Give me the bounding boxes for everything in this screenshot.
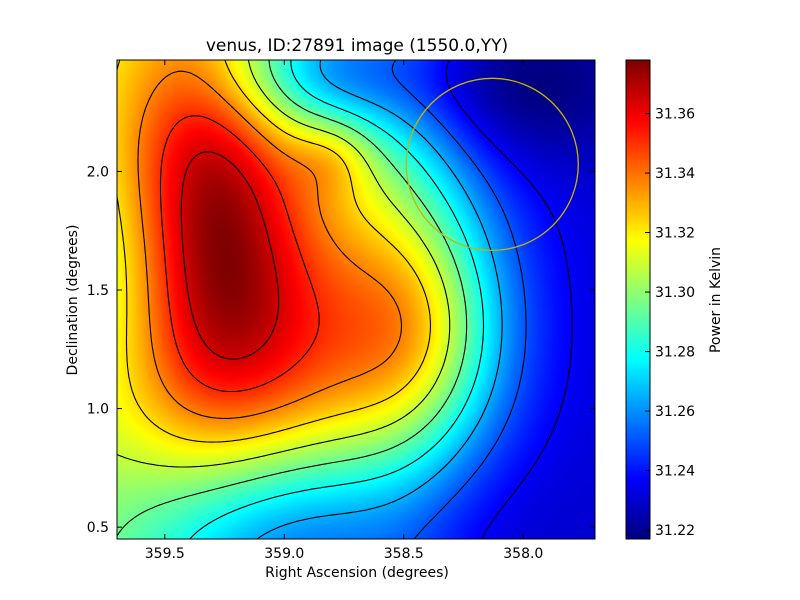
colorbar-tick-label: 31.30 — [655, 285, 695, 301]
heatmap-image — [117, 60, 595, 539]
colorbar-tick-label: 31.32 — [655, 226, 695, 242]
colorbar-tick-label: 31.36 — [655, 107, 695, 123]
x-axis-label: Right Ascension (degrees) — [265, 565, 449, 581]
y-tick-label: 1.0 — [87, 402, 109, 418]
colorbar-frame — [625, 59, 651, 540]
x-tick-label: 359.5 — [145, 546, 185, 562]
colorbar: 31.22 31.24 31.26 31.28 31.30 31.32 31.34 31.36… — [625, 59, 724, 540]
contour-line-2 — [256, 59, 503, 540]
contour-line-8 — [159, 115, 320, 393]
x-tick-label: 358.5 — [384, 546, 424, 562]
contour-line-1 — [391, 59, 527, 540]
y-axis-label: Declination (degrees) — [65, 225, 81, 376]
contour-lines — [116, 59, 573, 540]
contour-line-4 — [116, 59, 468, 537]
contour-line-3 — [189, 60, 485, 540]
heatmap-plot — [116, 59, 596, 540]
y-tick-label: 1.5 — [87, 283, 109, 299]
contour-line-7 — [137, 70, 403, 419]
target-circle-marker — [405, 77, 579, 252]
x-tick-label: 358.0 — [503, 546, 543, 562]
colorbar-tick-label: 31.24 — [655, 464, 695, 480]
x-tick-label: 359.0 — [264, 546, 304, 562]
colorbar-label: Power in Kelvin — [708, 247, 724, 353]
contour-line-5 — [116, 59, 451, 468]
colorbar-tick-label: 31.34 — [655, 166, 695, 182]
colorbar-tick-label: 31.22 — [655, 523, 695, 539]
plot-frame — [116, 59, 596, 540]
colorbar-tick-label: 31.28 — [655, 345, 695, 361]
y-tick-label: 0.5 — [87, 520, 109, 536]
contour-line-9 — [180, 151, 280, 360]
contour-line-6 — [116, 59, 431, 443]
x-axis: 359.5 359.0 358.5 358.0 — [145, 60, 543, 562]
colorbar-tick-label: 31.26 — [655, 404, 695, 420]
y-axis: 0.5 1.0 1.5 2.0 — [87, 164, 595, 536]
chart-title: venus, ID:27891 image (1550.0,YY) — [206, 36, 508, 56]
y-tick-label: 2.0 — [87, 164, 109, 180]
colorbar-ticks: 31.22 31.24 31.26 31.28 31.30 31.32 31.34 31.36 — [645, 107, 695, 539]
contour-line-0 — [445, 59, 573, 540]
colorbar-gradient — [626, 60, 650, 539]
